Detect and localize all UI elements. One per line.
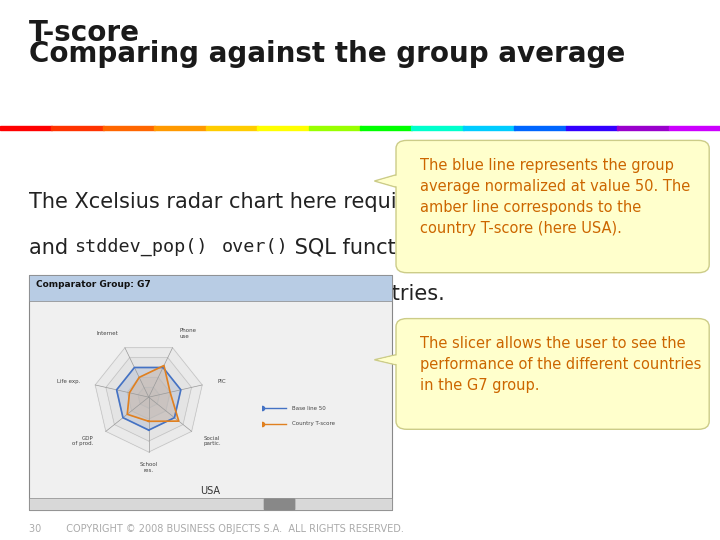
Text: stddev_pop(): stddev_pop(): [75, 238, 208, 256]
Polygon shape: [378, 172, 408, 190]
Text: The blue line represents the group
average normalized at value 50. The
amber lin: The blue line represents the group avera…: [420, 158, 690, 236]
Text: SQL functions. The data set: SQL functions. The data set: [288, 238, 582, 258]
Text: consists of 7 indicators and 7 countries.: consists of 7 indicators and 7 countries…: [29, 284, 444, 303]
Text: Comparing against the group average: Comparing against the group average: [29, 40, 625, 69]
Text: Life exp.: Life exp.: [57, 379, 80, 384]
Bar: [154, 126, 207, 130]
Text: Base line 50: Base line 50: [292, 406, 325, 410]
Bar: [411, 126, 464, 130]
Bar: [360, 126, 412, 130]
Bar: [206, 126, 258, 130]
FancyBboxPatch shape: [29, 498, 392, 510]
Text: 30        COPYRIGHT © 2008 BUSINESS OBJECTS S.A.  ALL RIGHTS RESERVED.: 30 COPYRIGHT © 2008 BUSINESS OBJECTS S.A…: [29, 523, 404, 534]
FancyBboxPatch shape: [396, 319, 709, 429]
FancyBboxPatch shape: [396, 140, 709, 273]
Text: Social
partic.: Social partic.: [204, 436, 221, 447]
Bar: [309, 126, 361, 130]
Bar: [103, 126, 155, 130]
Text: USA: USA: [201, 485, 220, 496]
Bar: [0, 126, 52, 130]
Text: The Xcelsius radar chart here requires the: The Xcelsius radar chart here requires t…: [29, 192, 476, 212]
Text: GDP
of prod.: GDP of prod.: [73, 436, 94, 447]
Text: and: and: [29, 238, 75, 258]
Polygon shape: [378, 353, 408, 367]
Bar: [257, 126, 310, 130]
Text: Phone
use: Phone use: [179, 328, 197, 339]
FancyBboxPatch shape: [264, 498, 295, 510]
FancyBboxPatch shape: [29, 275, 392, 301]
Polygon shape: [117, 368, 181, 430]
Polygon shape: [127, 377, 170, 419]
Bar: [463, 126, 515, 130]
Bar: [669, 126, 720, 130]
Text: PIC: PIC: [217, 379, 226, 384]
Text: Country T-score: Country T-score: [292, 422, 335, 427]
Text: School
res.: School res.: [140, 462, 158, 473]
Polygon shape: [374, 352, 407, 367]
Polygon shape: [374, 172, 407, 190]
Polygon shape: [138, 387, 159, 408]
Bar: [617, 126, 670, 130]
Bar: [566, 126, 618, 130]
Text: over(): over(): [544, 192, 611, 210]
Polygon shape: [117, 368, 181, 430]
Polygon shape: [95, 348, 202, 452]
Text: over(): over(): [221, 238, 288, 255]
FancyBboxPatch shape: [29, 275, 392, 510]
Polygon shape: [106, 357, 192, 441]
Text: avg(): avg(): [476, 192, 531, 210]
Bar: [51, 126, 104, 130]
Text: The slicer allows the user to see the
performance of the different countries
in : The slicer allows the user to see the pe…: [420, 336, 701, 394]
Text: Internet: Internet: [96, 332, 118, 336]
Text: T-score: T-score: [29, 19, 140, 47]
Text: Comparator Group: G7: Comparator Group: G7: [36, 280, 150, 289]
Polygon shape: [127, 366, 179, 421]
Bar: [514, 126, 567, 130]
